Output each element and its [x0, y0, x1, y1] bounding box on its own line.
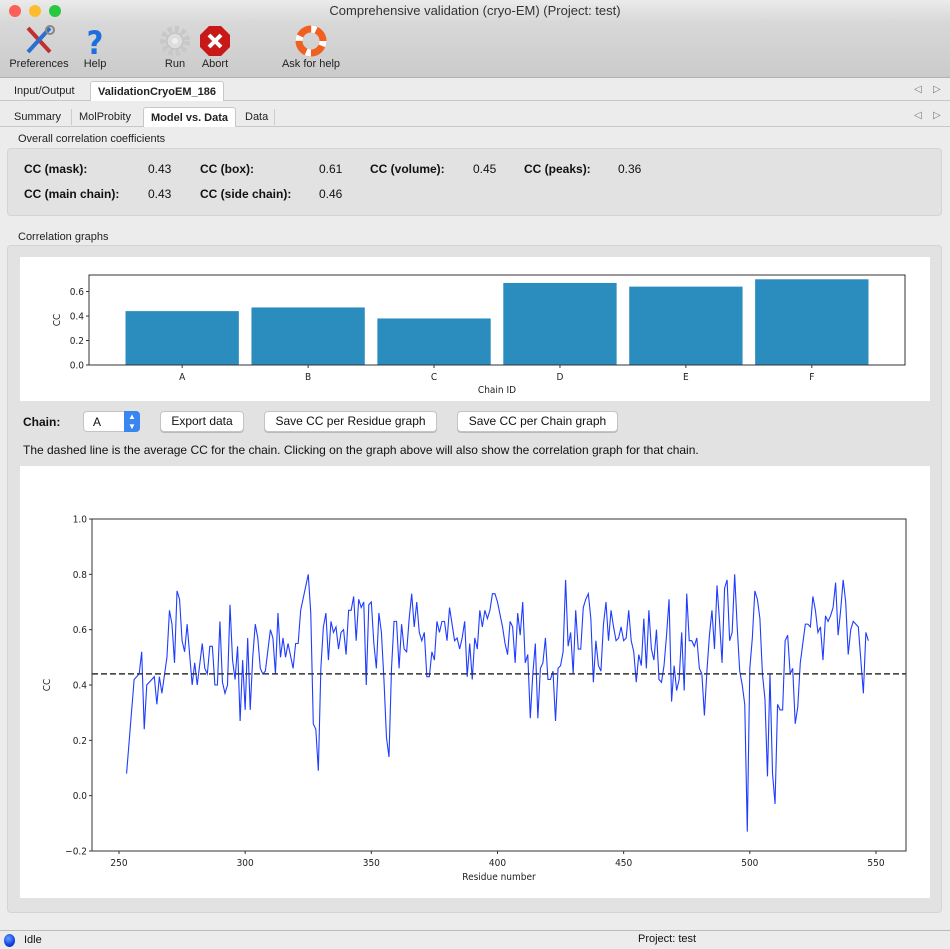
y-tick-label: 0.6	[70, 287, 85, 298]
question-mark-icon: ?	[87, 24, 104, 58]
tab-scroll-right-icon[interactable]: ▷	[933, 84, 941, 95]
subtab-scroll-left-icon[interactable]: ◁	[914, 110, 922, 121]
sub-tab-bar: Summary MolProbity Model vs. Data Data ◁…	[0, 105, 950, 127]
cc-per-residue-chart[interactable]: 250 300 350 400 450 500 550 −0.2 0.0 0.2 0.4 0.6 0.8…	[20, 466, 930, 898]
x-tick-label: 350	[363, 858, 380, 869]
y-tick-label: 0.0	[70, 361, 85, 372]
bar-D	[503, 282, 617, 365]
project-text: Project: test	[638, 933, 697, 945]
x-tick-label: 400	[489, 858, 506, 869]
bar-B	[251, 307, 365, 365]
cc-mask-label: CC (mask):	[24, 162, 88, 176]
correlation-graphs-heading: Correlation graphs	[18, 231, 109, 243]
run-button[interactable]: Run	[158, 24, 192, 70]
x-tick-label: E	[683, 372, 689, 383]
y-tick-label: 0.4	[73, 681, 88, 692]
select-stepper-icon: ▲ ▼	[124, 411, 140, 432]
bar-A	[125, 311, 239, 365]
x-tick-label: F	[809, 372, 814, 383]
cc-peaks-value: 0.36	[618, 162, 642, 176]
status-indicator-icon	[4, 934, 15, 947]
cc-main-chain-label: CC (main chain):	[24, 187, 120, 201]
x-tick-label: A	[179, 372, 186, 383]
lifebuoy-icon	[295, 25, 327, 57]
y-tick-label: −0.2	[65, 847, 87, 858]
x-tick-label: C	[431, 372, 437, 383]
ask-for-help-button[interactable]: Ask for help	[276, 24, 346, 70]
tab-validation-cryoem[interactable]: ValidationCryoEM_186	[90, 81, 224, 101]
line-chart-svg[interactable]: 250 300 350 400 450 500 550 −0.2 0.0 0.2 0.4 0.6 0.8…	[20, 466, 930, 898]
tab-model-vs-data[interactable]: Model vs. Data	[143, 107, 237, 127]
overall-cc-heading: Overall correlation coefficients	[18, 133, 166, 145]
y-tick-label: 0.6	[73, 625, 88, 636]
abort-x-icon	[200, 26, 230, 56]
chain-label: Chain:	[23, 415, 61, 429]
y-tick-label: 0.0	[73, 791, 88, 802]
minimize-window-button[interactable]	[29, 5, 41, 17]
toolbar: Preferences ? Help Run Abort Ask for hel…	[0, 22, 950, 78]
x-tick-label: D	[556, 372, 563, 383]
save-cc-per-chain-button[interactable]: Save CC per Chain graph	[457, 411, 618, 432]
plot-frame	[91, 518, 907, 852]
subtab-scroll-right-icon[interactable]: ▷	[933, 110, 941, 121]
tab-summary[interactable]: Summary	[14, 111, 62, 123]
cc-box-label: CC (box):	[200, 162, 254, 176]
tab-input-output[interactable]: Input/Output	[14, 85, 75, 97]
bar-E	[629, 286, 743, 365]
cc-peaks-label: CC (peaks):	[524, 162, 591, 176]
x-tick-label: 500	[741, 858, 758, 869]
y-tick-label: 0.4	[70, 312, 85, 323]
wrench-screwdriver-icon	[26, 25, 55, 54]
status-text: Idle	[24, 934, 42, 946]
tab-data[interactable]: Data	[245, 111, 269, 123]
cc-side-chain-label: CC (side chain):	[200, 187, 292, 201]
cc-per-residue-line	[126, 574, 869, 832]
cc-volume-value: 0.45	[473, 162, 497, 176]
cc-main-chain-value: 0.43	[148, 187, 172, 201]
x-tick-label: B	[305, 372, 311, 383]
abort-button[interactable]: Abort	[198, 24, 232, 70]
y-axis-label: CC	[52, 314, 63, 327]
title-bar: Comprehensive validation (cryo-EM) (Proj…	[0, 0, 950, 22]
bar-C	[377, 318, 491, 365]
x-axis-label: Residue number	[462, 872, 536, 883]
cc-box-value: 0.61	[319, 162, 343, 176]
tab-molprobity[interactable]: MolProbity	[79, 111, 131, 123]
cc-side-chain-value: 0.46	[319, 187, 343, 201]
status-bar: Idle Project: test	[0, 930, 950, 949]
svg-text:?: ?	[87, 24, 104, 58]
x-tick-label: 300	[237, 858, 254, 869]
y-tick-label: 0.8	[73, 570, 88, 581]
x-tick-label: 250	[110, 858, 127, 869]
gear-icon	[160, 26, 190, 56]
help-button[interactable]: ? Help	[80, 24, 110, 70]
cc-volume-label: CC (volume):	[370, 162, 445, 176]
zoom-window-button[interactable]	[49, 5, 61, 17]
chain-select[interactable]: A ▲ ▼	[83, 411, 140, 432]
tab-scroll-left-icon[interactable]: ◁	[914, 84, 922, 95]
bar-chart-svg[interactable]: A B C D E F 0.0 0.2 0.4 0.6 Chain ID CC	[20, 257, 930, 401]
preferences-button[interactable]: Preferences	[6, 24, 72, 70]
bar-F	[755, 279, 869, 365]
x-axis-label: Chain ID	[478, 385, 516, 396]
y-axis-label: CC	[42, 679, 53, 692]
cc-mask-value: 0.43	[148, 162, 172, 176]
chain-select-value: A	[93, 415, 102, 429]
y-tick-label: 0.2	[70, 336, 84, 347]
graph-note: The dashed line is the average CC for th…	[23, 443, 699, 457]
close-window-button[interactable]	[9, 5, 21, 17]
main-tab-bar: Input/Output ValidationCryoEM_186 ◁ ▷	[0, 79, 950, 101]
cc-per-chain-chart[interactable]: A B C D E F 0.0 0.2 0.4 0.6 Chain ID CC	[20, 257, 930, 401]
window-title: Comprehensive validation (cryo-EM) (Proj…	[329, 3, 621, 18]
export-data-button[interactable]: Export data	[160, 411, 244, 432]
save-cc-per-residue-button[interactable]: Save CC per Residue graph	[264, 411, 437, 432]
overall-cc-group: CC (mask): 0.43 CC (box): 0.61 CC (volum…	[7, 148, 942, 216]
x-tick-label: 450	[615, 858, 632, 869]
y-tick-label: 1.0	[73, 515, 88, 526]
x-tick-label: 550	[867, 858, 884, 869]
plot-frame	[88, 274, 906, 366]
y-tick-label: 0.2	[73, 736, 87, 747]
